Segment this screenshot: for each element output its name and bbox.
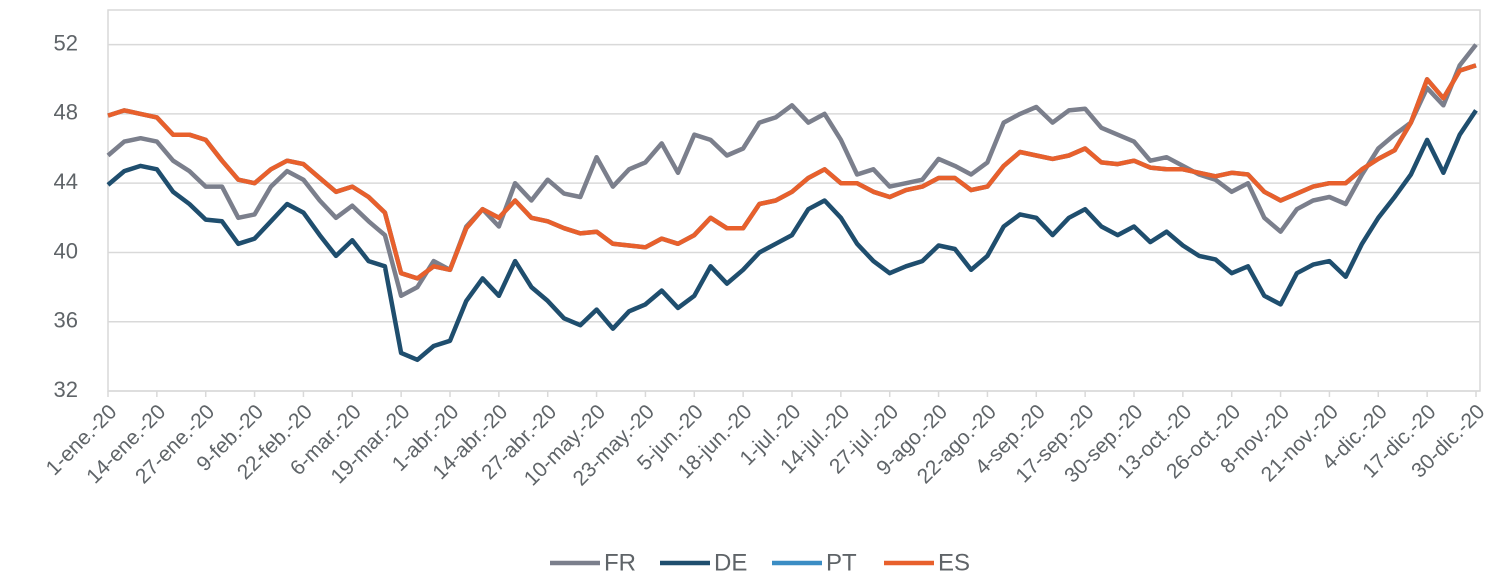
legend-label: ES xyxy=(938,549,970,576)
series-line xyxy=(107,63,1477,281)
legend-label: DE xyxy=(714,549,747,576)
series-line xyxy=(106,43,1478,299)
legend-label: PT xyxy=(826,549,857,576)
y-tick-label: 44 xyxy=(54,169,78,194)
y-tick-label: 52 xyxy=(54,30,78,55)
legend-label: FR xyxy=(604,549,636,576)
plot-frame xyxy=(107,9,1481,392)
y-tick-label: 40 xyxy=(54,238,78,263)
y-tick-label: 48 xyxy=(54,100,78,125)
y-tick-label: 36 xyxy=(54,308,78,333)
y-tick-label: 32 xyxy=(54,377,78,402)
series-line xyxy=(106,109,1478,363)
